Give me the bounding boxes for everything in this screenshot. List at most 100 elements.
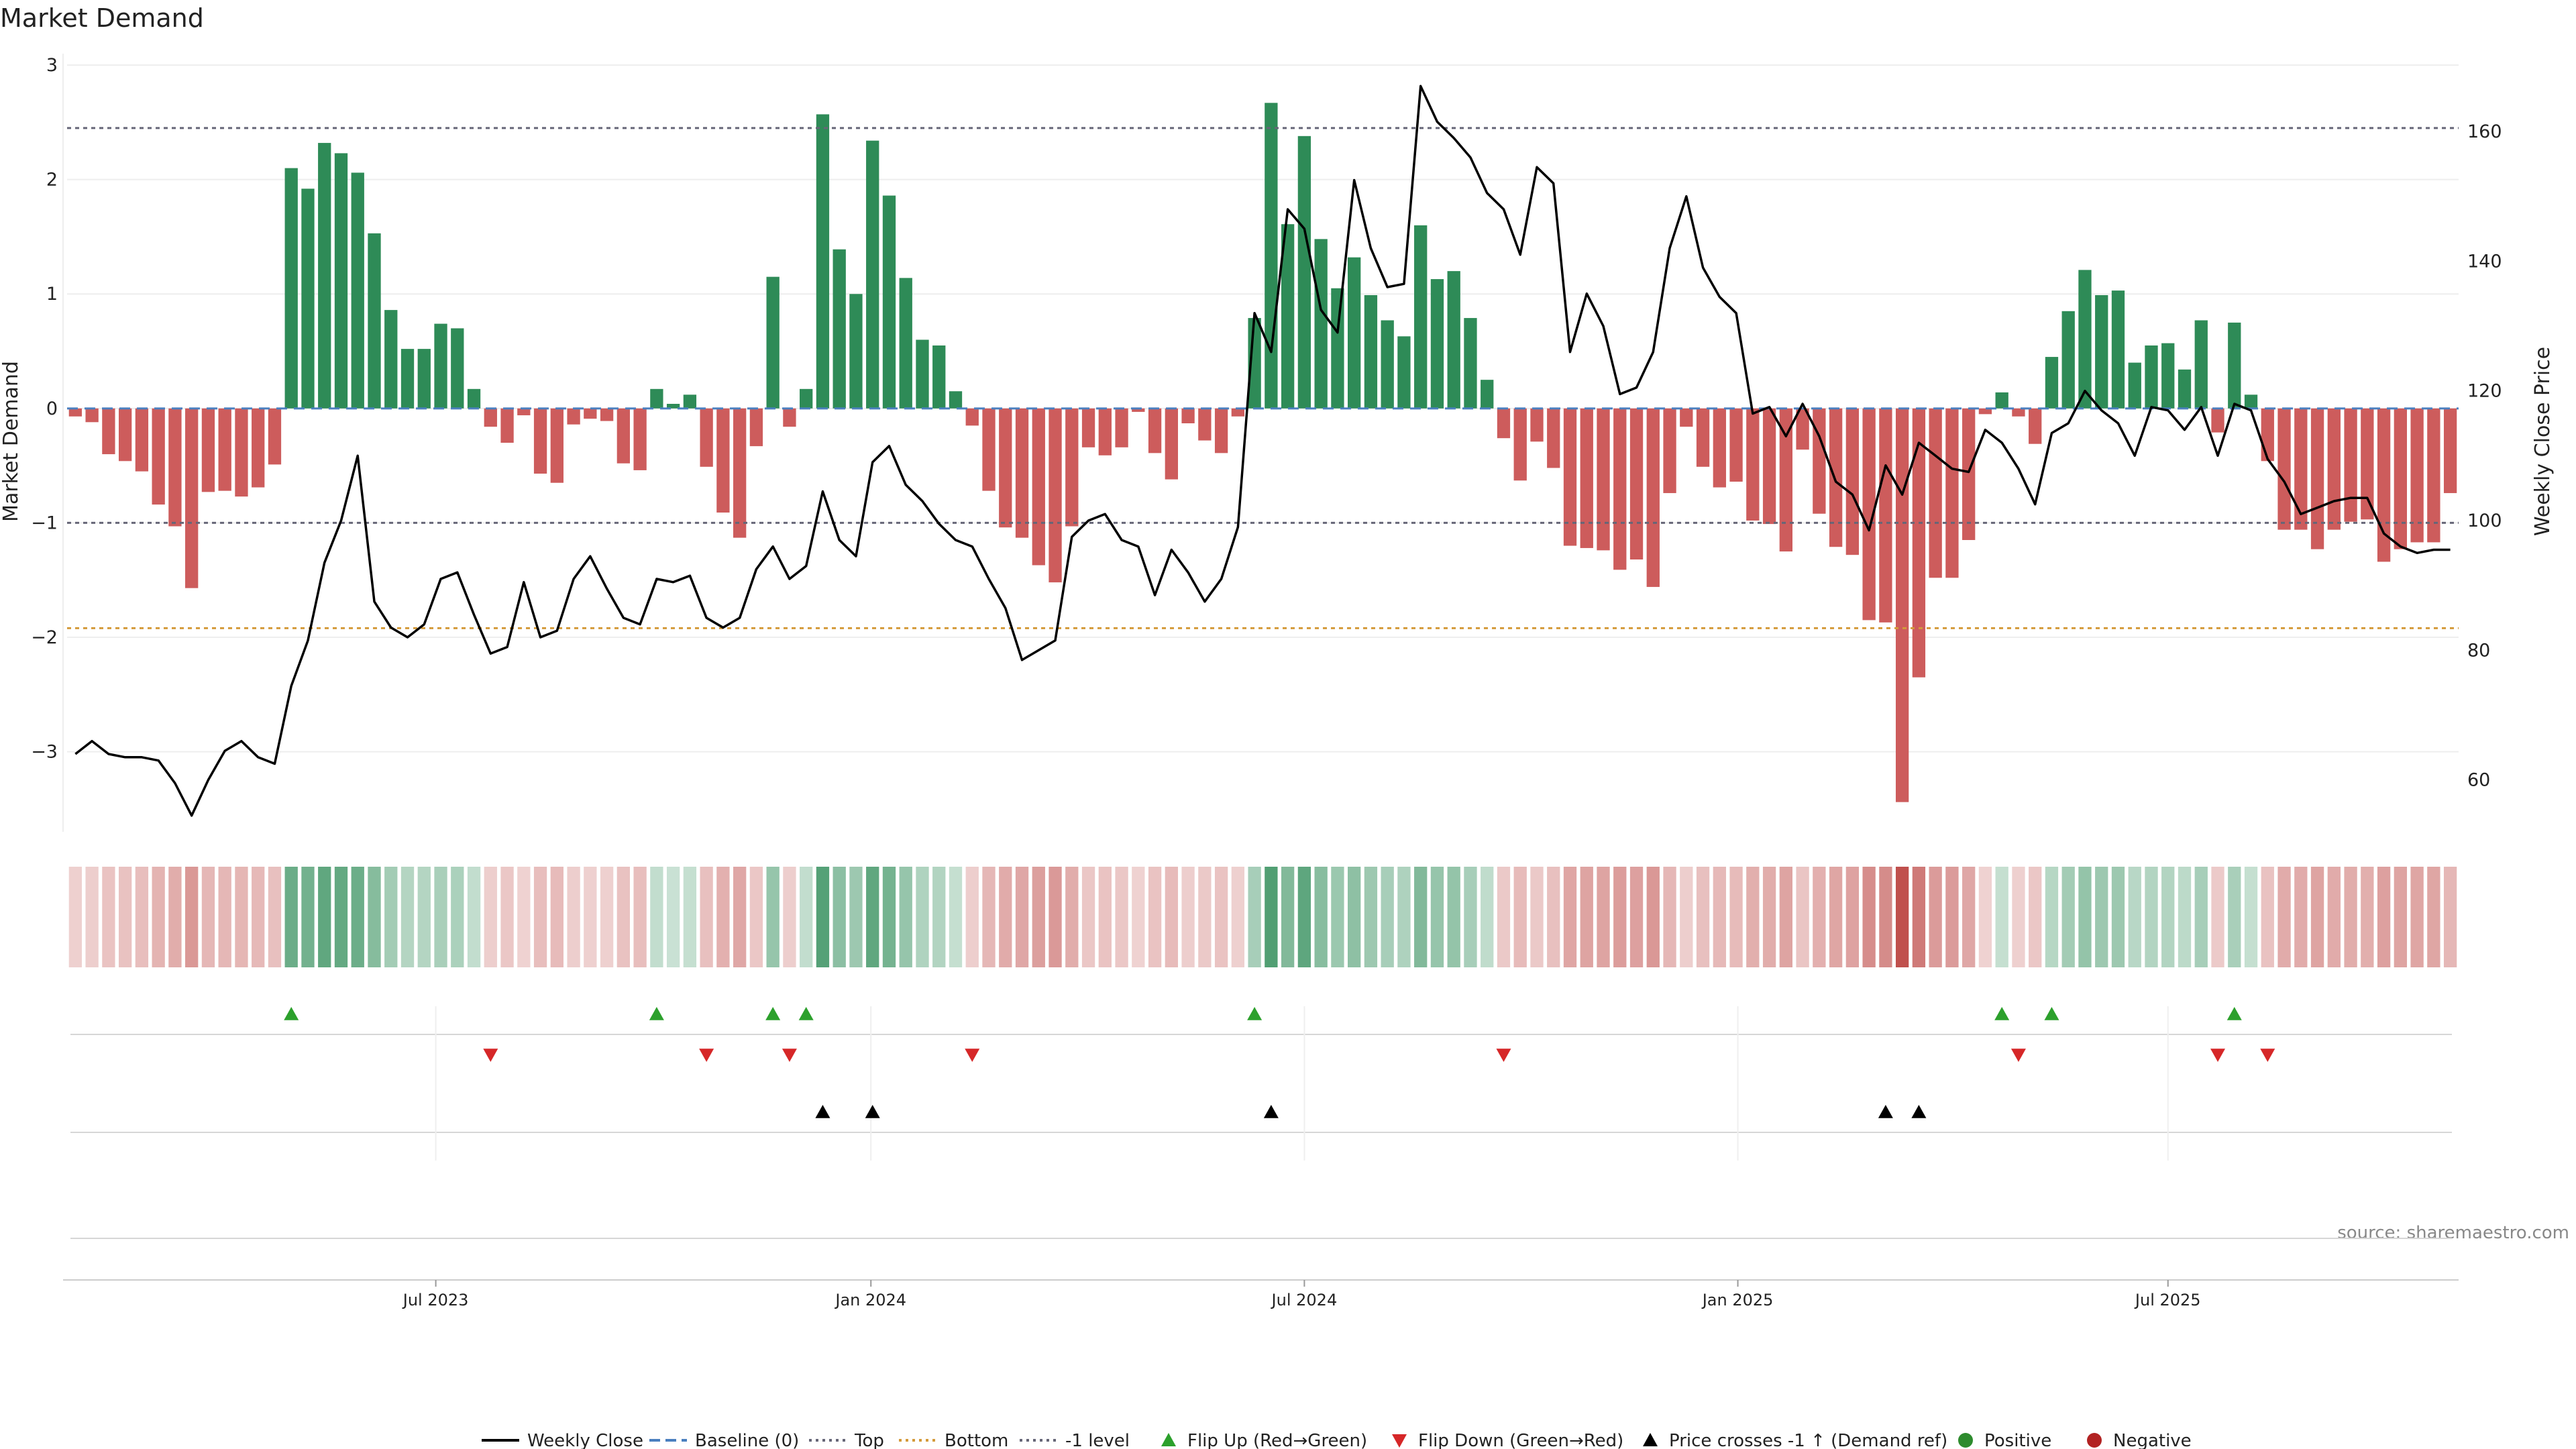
demand-bar	[152, 408, 165, 505]
heat-cell	[666, 867, 680, 967]
heat-cell	[102, 867, 115, 967]
heat-cell	[783, 867, 796, 967]
heat-cell	[218, 867, 231, 967]
heat-cell	[1181, 867, 1195, 967]
heat-cell	[1148, 867, 1162, 967]
demand-bar	[185, 408, 199, 588]
heat-cell	[2294, 867, 2308, 967]
heat-cell	[1381, 867, 1394, 967]
demand-bar	[368, 233, 381, 409]
demand-bar	[1348, 257, 1361, 409]
demand-bar	[1862, 408, 1876, 621]
demand-bar	[899, 278, 912, 409]
heat-cell	[1995, 867, 2008, 967]
heat-cell	[1198, 867, 1212, 967]
demand-bar	[584, 408, 597, 419]
demand-bar	[916, 339, 929, 409]
heat-cell	[1879, 867, 1892, 967]
heat-cell	[1945, 867, 1959, 967]
x-tick-label: Jul 2024	[1271, 1291, 1338, 1309]
demand-bar	[1464, 318, 1477, 409]
demand-bar	[882, 195, 896, 409]
y2-tick-label: 100	[2467, 511, 2502, 531]
heat-cell	[351, 867, 364, 967]
flip-down-marker	[2010, 1049, 2026, 1062]
y2-tick-label: 140	[2467, 251, 2502, 272]
demand-bar	[168, 408, 182, 527]
demand-bar	[1032, 408, 1045, 566]
heat-cell	[2178, 867, 2192, 967]
heat-cell	[1680, 867, 1693, 967]
heat-cell	[2228, 867, 2241, 967]
heat-cell	[1015, 867, 1029, 967]
heat-cell	[168, 867, 182, 967]
demand-bar	[1081, 408, 1095, 447]
x-tick-label: Jan 2025	[1701, 1291, 1774, 1309]
heat-cell	[1132, 867, 1145, 967]
heat-cell	[2078, 867, 2092, 967]
demand-bar	[666, 404, 680, 409]
heat-cell	[1430, 867, 1444, 967]
demand-bar	[1929, 408, 1942, 578]
price-cross-marker	[1878, 1105, 1893, 1118]
legend-label: Price crosses -1 ↑ (Demand ref)	[1669, 1431, 1947, 1449]
demand-bar	[467, 388, 481, 409]
heat-cell	[1613, 867, 1627, 967]
heat-cell	[1530, 867, 1544, 967]
chart-title: Market Demand	[0, 3, 204, 33]
legend-label: Bottom	[945, 1431, 1008, 1449]
reference-lines	[67, 127, 2459, 629]
heat-cell	[650, 867, 663, 967]
heat-cell	[301, 867, 315, 967]
heat-cell	[284, 867, 298, 967]
heat-cell	[1597, 867, 1610, 967]
legend-swatch-down-triangle	[1392, 1434, 1407, 1448]
heat-cell	[2377, 867, 2391, 967]
legend-label: -1 level	[1065, 1431, 1130, 1449]
y-tick-label: −3	[31, 742, 58, 763]
demand-bar	[1414, 225, 1428, 409]
x-tick-label: Jan 2024	[834, 1291, 906, 1309]
heat-cell	[882, 867, 896, 967]
demand-bar	[1845, 408, 1860, 555]
demand-bar	[1065, 408, 1079, 527]
x-axis: Jul 2023 Jan 2024 Jul 2024 Jan 2025 Jul 2025	[63, 1279, 2459, 1309]
heat-cell	[916, 867, 929, 967]
heat-cell	[1231, 867, 1245, 967]
demand-bar	[400, 349, 415, 409]
demand-bar	[1713, 408, 1726, 488]
y-axis-ticks: 3 2 1 0 −1 −2 −3	[31, 55, 58, 763]
demand-bar	[1364, 294, 1378, 409]
heat-cell	[1115, 867, 1128, 967]
demand-bar	[500, 408, 514, 443]
y-tick-label: −2	[31, 627, 58, 648]
heat-cell	[85, 867, 99, 967]
heat-cell	[2244, 867, 2258, 967]
demand-bar	[351, 172, 364, 409]
heat-cell	[2410, 867, 2424, 967]
demand-bar	[2344, 408, 2357, 522]
heat-cell	[1081, 867, 1095, 967]
flip-down-marker	[782, 1049, 797, 1062]
demand-bar	[1165, 408, 1178, 480]
heat-cell	[982, 867, 996, 967]
heat-cell	[1962, 867, 1976, 967]
demand-bar	[866, 140, 879, 409]
demand-bar	[417, 349, 431, 409]
demand-bar	[2161, 343, 2175, 409]
heat-cell	[2310, 867, 2324, 967]
demand-bar	[616, 408, 631, 464]
heat-cell	[2443, 867, 2457, 967]
demand-bar	[1978, 408, 1992, 415]
demand-bar	[2128, 362, 2141, 409]
y2-tick-label: 120	[2467, 381, 2502, 402]
legend-label: Positive	[1984, 1431, 2051, 1449]
price-series	[74, 85, 2451, 817]
demand-bar	[2244, 394, 2258, 409]
flip-up-marker	[2226, 1007, 2242, 1020]
demand-bar	[1895, 408, 1909, 802]
demand-bar	[716, 408, 730, 513]
demand-bar	[318, 143, 331, 409]
demand-bar	[2377, 408, 2391, 562]
heat-cell	[1049, 867, 1062, 967]
